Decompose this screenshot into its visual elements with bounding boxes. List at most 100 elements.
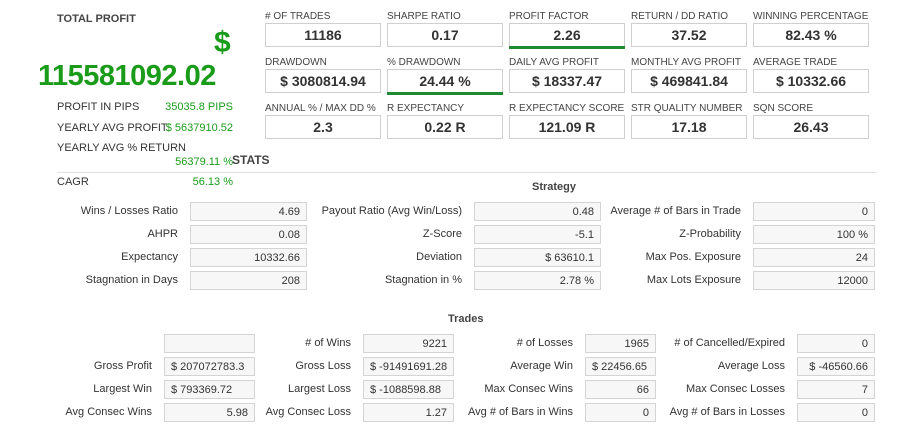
metric-tile: R EXPECTANCY 0.22 R — [387, 103, 503, 143]
trades-value: 1.27 — [363, 403, 454, 422]
strategy-label: Max Pos. Exposure — [645, 251, 741, 263]
metric-label: DAILY AVG PROFIT — [509, 57, 600, 68]
trades-value: $ -46560.66 — [797, 357, 875, 376]
metric-tile: SHARPE RATIO 0.17 — [387, 11, 503, 51]
summary-value: $ 5637910.52 — [165, 122, 233, 134]
metric-label: SQN SCORE — [753, 103, 814, 114]
trades-value: $ -1088598.88 — [363, 380, 454, 399]
summary-label: PROFIT IN PIPS — [57, 101, 140, 113]
metric-label: STR QUALITY NUMBER — [631, 103, 743, 114]
metric-value: 26.43 — [753, 115, 869, 139]
trades-label: Avg Consec Loss — [265, 406, 351, 418]
trades-value: 66 — [585, 380, 656, 399]
metric-value: 37.52 — [631, 23, 747, 47]
strategy-value: 24 — [753, 248, 875, 267]
summary-row-yearly-profit: YEARLY AVG PROFIT $ 5637910.52 — [57, 122, 233, 134]
trades-value: 1965 — [585, 334, 656, 353]
metric-value: $ 18337.47 — [509, 69, 625, 93]
metric-tile: RETURN / DD RATIO 37.52 — [631, 11, 747, 51]
metric-label: % DRAWDOWN — [387, 57, 461, 68]
summary-value: 56379.11 % — [175, 156, 233, 168]
metric-label: # OF TRADES — [265, 11, 331, 22]
trades-value: 7 — [797, 380, 875, 399]
strategy-label: Stagnation in % — [384, 274, 462, 286]
metric-value: $ 10332.66 — [753, 69, 869, 93]
trades-value: $ 793369.72 — [164, 380, 255, 399]
trades-label: Max Consec Wins — [484, 383, 573, 395]
metric-value: 24.44 % — [387, 69, 503, 93]
metric-tile: ANNUAL % / MAX DD % 2.3 — [265, 103, 381, 143]
metric-tile: DRAWDOWN $ 3080814.94 — [265, 57, 381, 97]
trades-value: $ 22456.65 — [585, 357, 656, 376]
trades-label: # of Losses — [516, 337, 573, 349]
section-divider — [57, 172, 877, 173]
metric-value: 82.43 % — [753, 23, 869, 47]
trades-label: Average Loss — [717, 360, 785, 372]
stats-title: STATS — [232, 153, 270, 167]
strategy-value: 0.48 — [474, 202, 601, 221]
trades-value: 9221 — [363, 334, 454, 353]
trades-label: Gross Profit — [93, 360, 152, 372]
strategy-value: 10332.66 — [190, 248, 307, 267]
trades-label: # of Cancelled/Expired — [674, 337, 785, 349]
metric-value: 121.09 R — [509, 115, 625, 139]
metric-value: 2.26 — [509, 23, 625, 47]
strategy-label: Wins / Losses Ratio — [80, 205, 178, 217]
summary-label: CAGR — [57, 176, 89, 188]
strategy-value: 208 — [190, 271, 307, 290]
strategy-value: 4.69 — [190, 202, 307, 221]
trades-label: Max Consec Losses — [685, 383, 785, 395]
metric-label: R EXPECTANCY SCORE — [509, 103, 625, 114]
trades-label: Average Win — [510, 360, 573, 372]
trades-value: 0 — [585, 403, 656, 422]
strategy-value: 12000 — [753, 271, 875, 290]
metric-tile: SQN SCORE 26.43 — [753, 103, 869, 143]
metric-value: 11186 — [265, 23, 381, 47]
strategy-value: -5.1 — [474, 225, 601, 244]
summary-value: 56.13 % — [192, 176, 233, 188]
trades-value: 5.98 — [164, 403, 255, 422]
metric-label: MONTHLY AVG PROFIT — [631, 57, 742, 68]
metric-value: 0.22 R — [387, 115, 503, 139]
strategy-label: Average # of Bars in Trade — [610, 205, 741, 217]
metric-label: ANNUAL % / MAX DD % — [265, 103, 376, 114]
metric-tile: MONTHLY AVG PROFIT $ 469841.84 — [631, 57, 747, 97]
strategy-value: 100 % — [753, 225, 875, 244]
strategy-value: $ 63610.1 — [474, 248, 601, 267]
currency-symbol: $ — [214, 26, 231, 59]
strategy-label: Z-Score — [422, 228, 462, 240]
metric-label: PROFIT FACTOR — [509, 11, 589, 22]
trades-value: $ -91491691.28 — [363, 357, 454, 376]
trades-label: Largest Win — [93, 383, 152, 395]
strategy-label: Expectancy — [121, 251, 178, 263]
metric-progress-bar — [387, 92, 503, 95]
trades-label: Avg # of Bars in Losses — [669, 406, 785, 418]
trades-value — [164, 334, 255, 353]
trades-value: 0 — [797, 403, 875, 422]
metric-tile: DAILY AVG PROFIT $ 18337.47 — [509, 57, 625, 97]
strategy-value: 0 — [753, 202, 875, 221]
strategy-label: Payout Ratio (Avg Win/Loss) — [321, 205, 462, 217]
summary-label: YEARLY AVG PROFIT — [57, 122, 168, 134]
strategy-label: AHPR — [147, 228, 178, 240]
strategy-title: Strategy — [532, 181, 577, 193]
metric-progress-bar — [509, 46, 625, 49]
metric-tile: PROFIT FACTOR 2.26 — [509, 11, 625, 51]
metric-value: $ 469841.84 — [631, 69, 747, 93]
strategy-label: Max Lots Exposure — [646, 274, 741, 286]
strategy-label: Deviation — [416, 251, 462, 263]
metric-tile: % DRAWDOWN 24.44 % — [387, 57, 503, 97]
metric-tile: AVERAGE TRADE $ 10332.66 — [753, 57, 869, 97]
metric-value: 17.18 — [631, 115, 747, 139]
metric-label: AVERAGE TRADE — [753, 57, 838, 68]
metric-tile: WINNING PERCENTAGE 82.43 % — [753, 11, 869, 51]
metric-value: 2.3 — [265, 115, 381, 139]
strategy-value: 0.08 — [190, 225, 307, 244]
trades-label: Avg Consec Wins — [65, 406, 152, 418]
summary-row-yearly-return: YEARLY AVG % RETURN 56379.11 % — [57, 142, 233, 170]
metric-value: $ 3080814.94 — [265, 69, 381, 93]
summary-label: YEARLY AVG % RETURN — [57, 142, 186, 154]
metric-value: 0.17 — [387, 23, 503, 47]
trades-value: $ 207072783.3 — [164, 357, 255, 376]
trades-label: Avg # of Bars in Wins — [468, 406, 573, 418]
